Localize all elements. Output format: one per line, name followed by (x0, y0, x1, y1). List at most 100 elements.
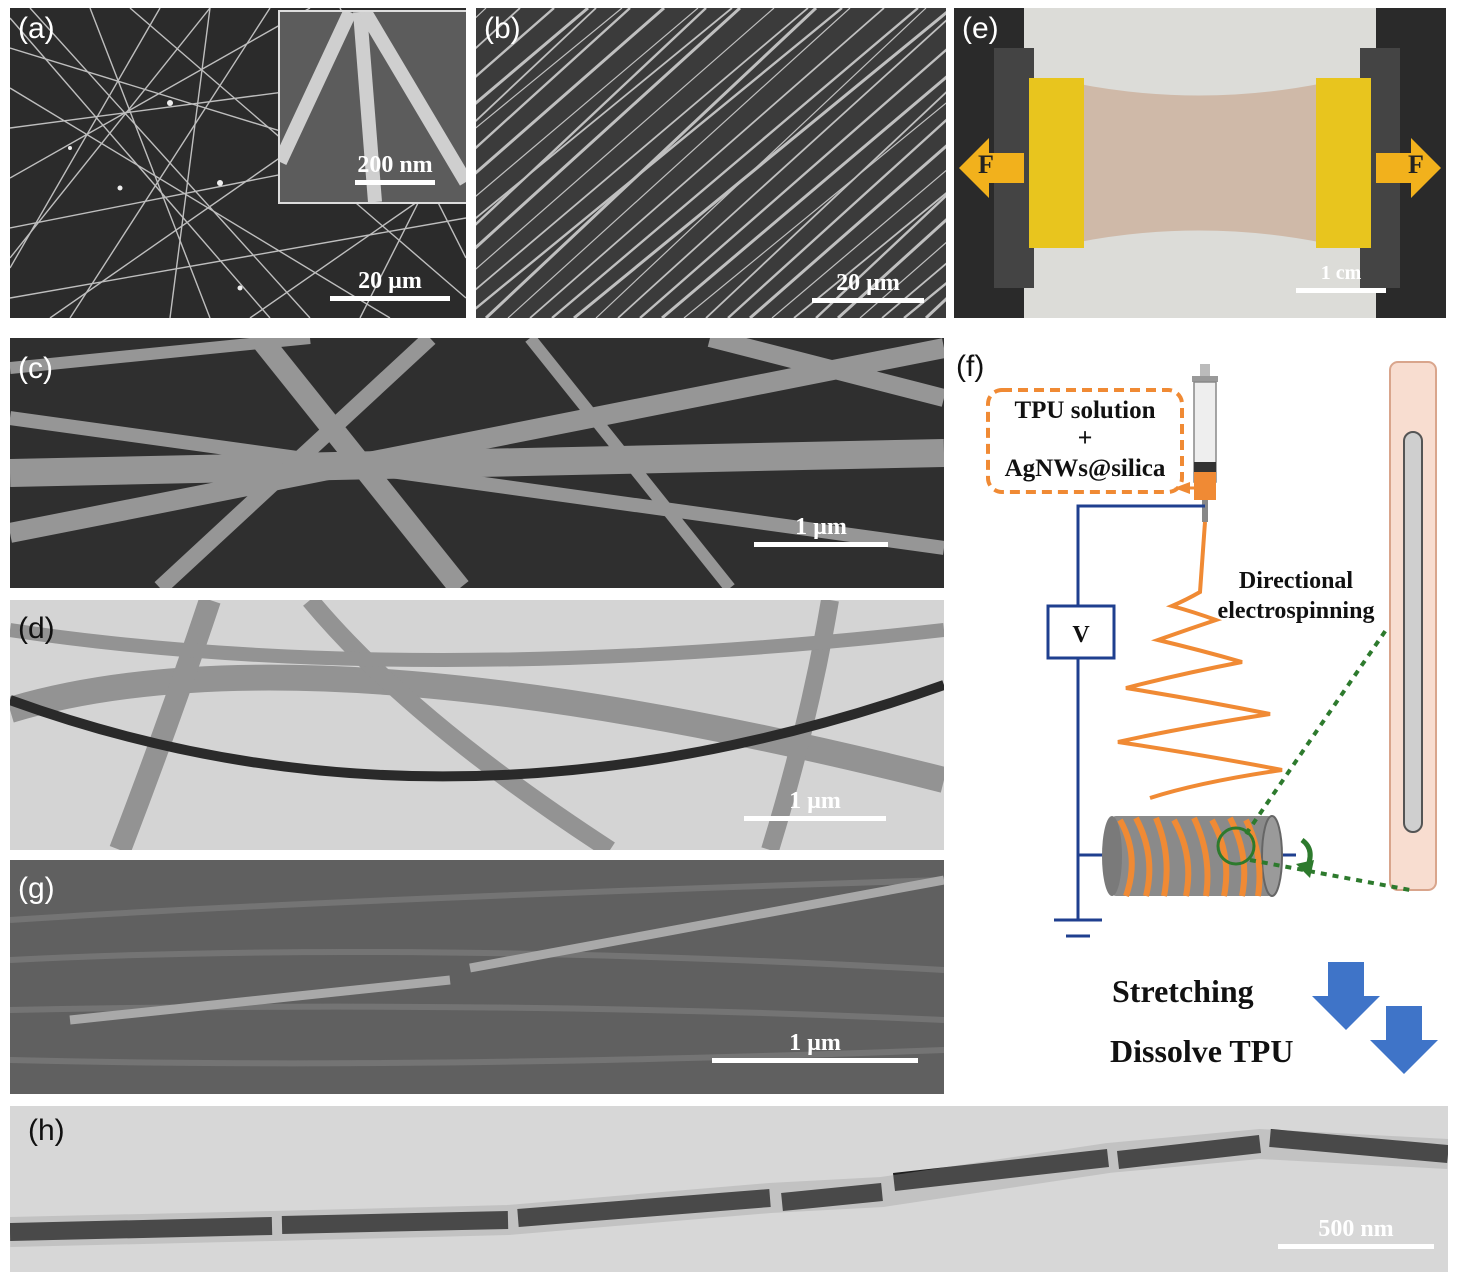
panel-h-scale-line (1278, 1244, 1434, 1249)
fiber-line (507, 8, 851, 318)
fiber-line (573, 10, 946, 318)
panel-a-label: (a) (18, 12, 55, 45)
fiber-line (476, 8, 555, 78)
panel-e-scale-text: 1 cm (1320, 262, 1362, 284)
inset-scale-line (355, 180, 435, 185)
panel-a-inset: 200 nm (278, 10, 466, 204)
solution-line2: AgNWs@silica (1005, 455, 1166, 482)
down-arrow-2 (1370, 1006, 1438, 1074)
panel-h-tem-image: (h) 500 nm (10, 1106, 1448, 1272)
panel-b-scale-bar: 20 µm (812, 270, 924, 303)
electrospinning-jet (1117, 521, 1283, 800)
panel-c-sem-image: (c) 1 µm (10, 338, 944, 588)
fiber-line (793, 192, 946, 318)
process-line2: electrospinning (1218, 598, 1375, 624)
aligned-fibers-image (476, 8, 946, 318)
panel-e-scale-line (1296, 288, 1386, 293)
solution-plus: + (1078, 423, 1093, 452)
panel-f-label: (f) (956, 350, 985, 383)
fiber-line (771, 169, 946, 318)
panel-d-label: (d) (18, 612, 55, 645)
panel-h-label: (h) (28, 1114, 65, 1147)
tape-right (1316, 78, 1371, 248)
voltage-label: V (1072, 622, 1090, 648)
fiber-core (1403, 431, 1423, 833)
voltage-source (1046, 604, 1116, 660)
fiber-line (484, 8, 818, 318)
panel-b-scale-line (812, 298, 924, 303)
zoom-lines (1244, 628, 1411, 892)
panel-d-tem-image: (d) 1 µm (10, 600, 944, 850)
fiber-line (476, 8, 707, 226)
fiber-line (476, 8, 589, 105)
fiber-line (836, 218, 946, 318)
fiber-line (661, 75, 946, 318)
fiber-line (476, 8, 699, 197)
panel-g-scale-line (712, 1058, 918, 1063)
panel-c-scale-line (754, 542, 888, 547)
force-arrow-right (1376, 138, 1441, 198)
fiber-line (551, 8, 919, 318)
fiber-line (476, 8, 597, 122)
inset-scale-text: 200 nm (357, 152, 433, 178)
process-line1: Directional (1239, 568, 1354, 594)
fiber-line (727, 118, 946, 318)
solution-line1: TPU solution (1014, 397, 1155, 424)
inset-scale-bar: 200 nm (350, 152, 440, 185)
panel-c-scale-bar: 1 µm (754, 514, 888, 547)
panel-a-scale-text: 20 µm (358, 268, 422, 294)
panel-b-scale-text: 20 µm (836, 270, 900, 296)
panel-b-sem-image: (b) 20 µm (476, 8, 946, 318)
panel-e-label: (e) (962, 12, 999, 45)
panel-c-label: (c) (18, 352, 53, 385)
fiber-line (476, 8, 733, 220)
fiber-line (529, 8, 885, 318)
panel-g-label: (g) (18, 872, 55, 905)
fiber-closeup-image (10, 338, 944, 588)
inset-nanowire-image (280, 12, 466, 202)
fiber-line (476, 8, 775, 270)
embedded-wire-image (10, 860, 944, 1094)
down-arrow-1 (1312, 962, 1380, 1030)
panel-e-photo: (e) F F 1 cm (954, 8, 1446, 318)
panel-g-sem-image: (g) 1 µm (10, 860, 944, 1094)
fiber-line (476, 8, 665, 175)
fiber-line (859, 241, 946, 318)
fiber-line (476, 8, 623, 129)
step-stretching: Stretching (1112, 973, 1254, 1009)
panel-a-scale-line (330, 296, 450, 301)
panel-h-scale-bar: 500 nm (1278, 1216, 1434, 1249)
circuit-wire (1054, 504, 1296, 938)
panel-g-scale-text: 1 µm (789, 1030, 841, 1056)
panel-d-scale-bar: 1 µm (744, 788, 886, 821)
fiber-line (476, 8, 809, 291)
fiber-line (617, 19, 946, 318)
tape-left (1029, 78, 1084, 248)
panel-a-scale-bar: 20 µm (330, 268, 450, 301)
electrospinning-diagram: TPU solution + AgNWs@silica V Direc (986, 361, 1438, 1074)
fiber-line (705, 91, 946, 318)
fiber-line (683, 102, 946, 318)
fiber-line (749, 144, 946, 318)
panel-h-scale-text: 500 nm (1318, 1216, 1394, 1242)
rotating-collector (1102, 815, 1283, 897)
panel-g-scale-bar: 1 µm (712, 1030, 918, 1063)
step-dissolve: Dissolve TPU (1110, 1033, 1293, 1069)
panel-b-label: (b) (484, 12, 521, 45)
tensile-test-photo (954, 8, 1446, 318)
fiber-line (595, 8, 927, 318)
panel-c-scale-text: 1 µm (795, 514, 847, 540)
fiber-line (815, 194, 946, 318)
tem-fiber-image (10, 600, 944, 850)
force-arrow-left (959, 138, 1024, 198)
syringe-icon (1192, 364, 1218, 522)
panel-e-scale-bar: 1 cm (1296, 260, 1386, 293)
fiber-line (476, 8, 742, 250)
fiber-line (639, 48, 946, 318)
segmented-nanowire-image (10, 1106, 1448, 1272)
force-label-right: F (1408, 150, 1424, 179)
solution-box (986, 388, 1184, 494)
force-label-left: F (978, 150, 994, 179)
fiber-line (476, 8, 631, 150)
panel-d-scale-text: 1 µm (789, 788, 841, 814)
